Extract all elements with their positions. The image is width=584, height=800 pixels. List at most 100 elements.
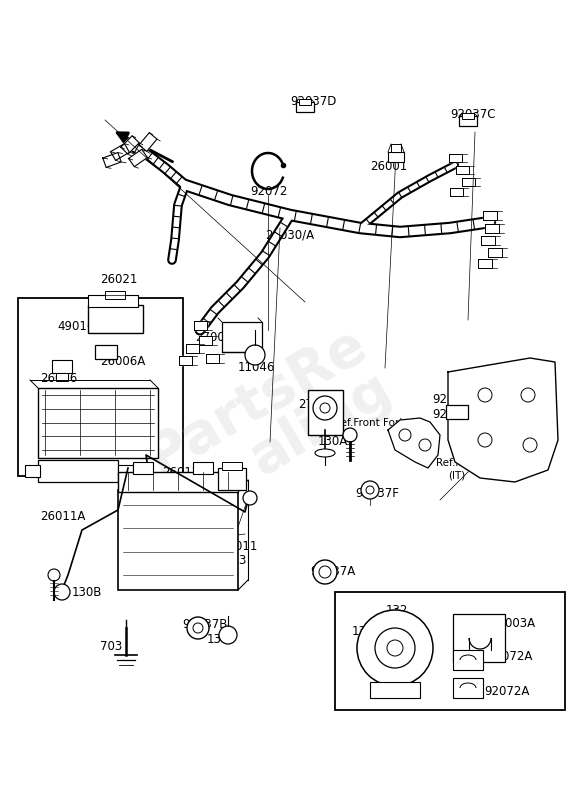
Circle shape (245, 345, 265, 365)
Circle shape (478, 388, 492, 402)
Bar (296, 102, 314, 112)
Bar (218, 468, 246, 490)
Text: 26006A: 26006A (100, 355, 145, 368)
Circle shape (387, 640, 403, 656)
Bar (308, 390, 343, 435)
Polygon shape (461, 178, 474, 186)
Text: PartsRe: PartsRe (138, 316, 376, 484)
Circle shape (313, 396, 337, 420)
Circle shape (319, 566, 331, 578)
Circle shape (419, 439, 431, 451)
Text: 27003B: 27003B (298, 398, 343, 411)
Text: 223: 223 (224, 554, 246, 567)
Text: 92075: 92075 (38, 444, 75, 457)
Bar (459, 116, 477, 126)
Polygon shape (110, 144, 130, 160)
Circle shape (523, 438, 537, 452)
Text: 26011: 26011 (220, 540, 258, 553)
Polygon shape (485, 223, 499, 233)
Circle shape (54, 584, 70, 600)
Text: 130A: 130A (318, 435, 348, 448)
Bar (56, 373, 68, 381)
Bar (18, 298, 183, 476)
Text: 92072: 92072 (250, 185, 287, 198)
Text: 92037C: 92037C (450, 108, 495, 121)
Bar (88, 305, 143, 333)
Text: 26001: 26001 (370, 160, 407, 173)
Polygon shape (488, 247, 502, 257)
Text: 92037D: 92037D (290, 95, 336, 108)
Bar (25, 465, 40, 477)
Bar (391, 144, 401, 152)
Bar (453, 614, 505, 662)
Text: Ref.Front Fork: Ref.Front Fork (334, 418, 405, 428)
Text: 130: 130 (207, 633, 230, 646)
Text: 703: 703 (100, 640, 122, 653)
Polygon shape (388, 418, 440, 468)
Text: aling: aling (241, 362, 402, 486)
Polygon shape (193, 321, 207, 330)
Circle shape (399, 429, 411, 441)
Circle shape (521, 388, 535, 402)
Circle shape (313, 560, 337, 584)
Text: 26021: 26021 (100, 273, 137, 286)
Bar (105, 291, 125, 299)
Polygon shape (128, 150, 147, 166)
Text: 92037E: 92037E (432, 408, 477, 421)
Bar (95, 345, 117, 359)
Text: 132: 132 (386, 604, 408, 617)
Circle shape (193, 623, 203, 633)
Polygon shape (481, 235, 495, 245)
Text: 27002/A: 27002/A (195, 330, 244, 343)
Circle shape (243, 491, 257, 505)
Text: 27003: 27003 (373, 648, 410, 661)
Bar (453, 678, 483, 698)
Circle shape (187, 617, 209, 639)
Polygon shape (450, 188, 463, 196)
Bar (388, 152, 404, 162)
Bar (446, 405, 468, 419)
Text: (IT): (IT) (448, 470, 465, 480)
Text: 92037F: 92037F (355, 487, 399, 500)
Bar (118, 472, 238, 492)
Bar (222, 322, 262, 352)
Text: 26006: 26006 (40, 372, 77, 385)
Text: 11046: 11046 (238, 361, 276, 374)
Ellipse shape (315, 449, 335, 457)
Text: 92072A: 92072A (487, 650, 533, 663)
Polygon shape (179, 355, 192, 365)
Bar (193, 462, 213, 474)
Text: 92037B: 92037B (182, 618, 227, 631)
Text: 92072A: 92072A (484, 685, 529, 698)
Bar (133, 462, 153, 474)
Text: 26011A: 26011A (40, 510, 85, 523)
Bar (118, 465, 133, 477)
Circle shape (366, 486, 374, 494)
Bar (38, 460, 118, 482)
Polygon shape (483, 210, 497, 219)
Bar (462, 113, 474, 119)
Bar (88, 295, 138, 307)
Bar (118, 490, 238, 590)
Circle shape (320, 403, 330, 413)
Polygon shape (139, 133, 157, 151)
Circle shape (375, 628, 415, 668)
Text: 27003A: 27003A (490, 617, 535, 630)
Bar (299, 99, 311, 105)
Text: 26012: 26012 (162, 466, 199, 479)
Text: 92037A: 92037A (310, 565, 355, 578)
Polygon shape (449, 154, 461, 162)
Polygon shape (456, 166, 468, 174)
Bar (222, 462, 242, 470)
Text: 92037: 92037 (432, 393, 470, 406)
Polygon shape (121, 136, 139, 154)
Bar (453, 650, 483, 670)
Circle shape (361, 481, 379, 499)
Text: 130B: 130B (72, 586, 102, 599)
Text: 26030/A: 26030/A (265, 228, 314, 241)
Text: 132: 132 (352, 625, 374, 638)
Circle shape (343, 428, 357, 442)
Polygon shape (199, 335, 211, 345)
Circle shape (48, 569, 60, 581)
Bar (335, 592, 565, 710)
